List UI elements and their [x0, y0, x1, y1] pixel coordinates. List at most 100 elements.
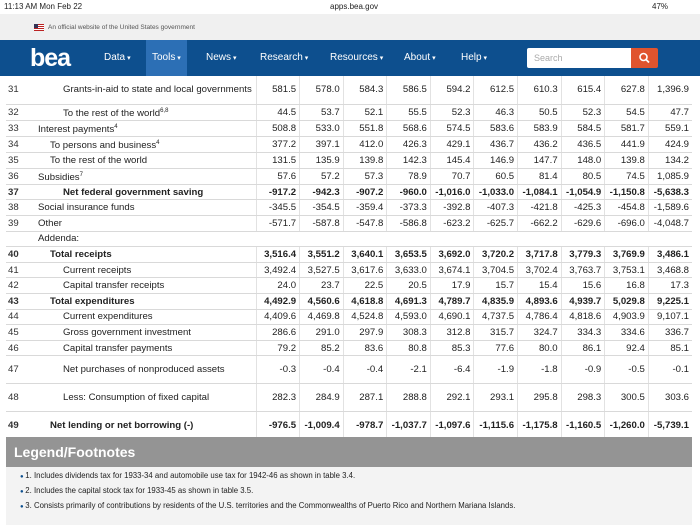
label-text: Capital transfer payments: [63, 342, 173, 354]
value-cell: 3,486.1: [647, 246, 692, 263]
label-text: Other: [38, 217, 62, 229]
row-label: Social insurance funds: [32, 199, 256, 217]
value-cell: 4,593.0: [386, 309, 431, 326]
value-cell: 4,409.6: [255, 309, 300, 326]
row-label: Net lending or net borrowing (-): [32, 411, 256, 441]
value-cell: 86.1: [560, 340, 605, 357]
line-number: [6, 231, 32, 248]
value-cell: 578.0: [299, 76, 344, 105]
value-cell: 559.1: [647, 120, 692, 137]
value-cell: 436.5: [560, 136, 605, 154]
value-cell: 424.9: [647, 136, 692, 154]
value-cell: -0.9: [560, 355, 605, 385]
value-cell: 3,692.0: [429, 246, 474, 263]
value-cell: -392.8: [429, 199, 474, 217]
table-row: 42 Capital transfer receipts 24.0 23.7 22.5 2…: [6, 277, 692, 294]
label-text: Net lending or net borrowing (-): [50, 420, 194, 432]
value-cell: 441.9: [604, 136, 649, 154]
value-cell: 134.2: [647, 152, 692, 169]
line-number: 38: [6, 199, 32, 217]
search-box[interactable]: Search: [527, 48, 631, 68]
value-cell: 50.5: [517, 104, 562, 121]
value-cell: 3,653.5: [386, 246, 431, 263]
row-label: To the rest of the world6,8: [32, 104, 256, 121]
table-row: 45 Gross government investment 286.6 291.0 2…: [6, 324, 692, 341]
nav-item[interactable]: Data: [98, 40, 137, 76]
line-number: 35: [6, 152, 32, 169]
value-cell: 3,704.5: [473, 262, 518, 279]
value-cell: -623.2: [429, 215, 474, 232]
value-cell: -942.3: [299, 184, 344, 201]
value-cell: 615.4: [560, 76, 605, 105]
value-cell: 3,779.3: [560, 246, 605, 263]
value-cell: 57.2: [299, 168, 344, 185]
value-cell: 77.6: [473, 340, 518, 357]
row-label: Interest payments4: [32, 120, 256, 137]
table-row: 48 Less: Consumption of fixed capital 282.…: [6, 383, 692, 413]
value-cell: 9,225.1: [647, 293, 692, 310]
url[interactable]: apps.bea.gov: [330, 2, 379, 11]
value-cell: -2.1: [386, 355, 431, 385]
value-cell: 295.8: [517, 383, 562, 413]
nav-item[interactable]: News: [200, 40, 242, 76]
table-row: 44 Current expenditures 4,409.6 4,469.8 4,52…: [6, 309, 692, 326]
value-cell: -1,033.0: [473, 184, 518, 201]
value-cell: 436.7: [473, 136, 518, 154]
value-cell: -625.7: [473, 215, 518, 232]
value-cell: 3,702.4: [517, 262, 562, 279]
nav-item[interactable]: Tools: [146, 40, 187, 76]
value-cell: -1,054.9: [560, 184, 605, 201]
table-row: 49 Net lending or net borrowing (-) -976.5…: [6, 411, 692, 441]
value-cell: 288.8: [386, 383, 431, 413]
value-cell: -571.7: [255, 215, 300, 232]
value-cell: 17.3: [647, 277, 692, 294]
label-text: Net purchases of nonproduced assets: [63, 364, 225, 376]
logo[interactable]: bea: [30, 44, 71, 72]
value-cell: -421.8: [517, 199, 562, 217]
value-cell: 80.5: [560, 168, 605, 185]
value-cell: 3,717.8: [517, 246, 562, 263]
value-cell: -917.2: [255, 184, 300, 201]
value-cell: 60.5: [473, 168, 518, 185]
row-label: Current receipts: [32, 262, 256, 279]
nav-item[interactable]: Research: [254, 40, 314, 76]
value-cell: 9,107.1: [647, 309, 692, 326]
value-cell: 52.3: [429, 104, 474, 121]
value-cell: 315.7: [473, 324, 518, 341]
nav-item[interactable]: Resources: [324, 40, 389, 76]
value-cell: 3,763.7: [560, 262, 605, 279]
line-number: 41: [6, 262, 32, 279]
label-text: Subsidies: [38, 171, 80, 183]
value-cell: -547.8: [342, 215, 387, 232]
value-cell: -1,037.7: [386, 411, 431, 441]
value-cell: 3,551.2: [299, 246, 344, 263]
value-cell: 584.3: [342, 76, 387, 105]
value-cell: -1,175.8: [517, 411, 562, 441]
nav-item[interactable]: About: [398, 40, 442, 76]
value-cell: 3,516.4: [255, 246, 300, 263]
row-label: Gross government investment: [32, 324, 256, 341]
value-cell: -0.4: [342, 355, 387, 385]
nav-item[interactable]: Help: [455, 40, 493, 76]
search-button[interactable]: [631, 48, 658, 68]
value-cell: -5,638.3: [647, 184, 692, 201]
footnote-ref: 7: [79, 171, 83, 178]
value-cell: 324.7: [517, 324, 562, 341]
value-cell: 533.0: [299, 120, 344, 137]
row-label: Addenda:: [32, 231, 256, 248]
value-cell: -1,084.1: [517, 184, 562, 201]
value-cell: -1,150.8: [604, 184, 649, 201]
value-cell: 4,691.3: [386, 293, 431, 310]
status-bar: 11:13 AM Mon Feb 22 apps.bea.gov 47%: [0, 0, 700, 14]
value-cell: 1,085.9: [647, 168, 692, 185]
value-cell: -0.1: [647, 355, 692, 385]
battery: 47%: [652, 2, 669, 11]
value-cell: 551.8: [342, 120, 387, 137]
value-cell: -1,589.6: [647, 199, 692, 217]
table-row: 39 Other -571.7 -587.8 -547.8 -586.8 -623.2 -62…: [6, 215, 692, 232]
footnote: 2. Includes the capital stock tax for 19…: [6, 482, 692, 497]
value-cell: -696.0: [604, 215, 649, 232]
footnote-ref: 6,8: [160, 107, 169, 114]
value-cell: 3,633.0: [386, 262, 431, 279]
value-cell: 4,893.6: [517, 293, 562, 310]
